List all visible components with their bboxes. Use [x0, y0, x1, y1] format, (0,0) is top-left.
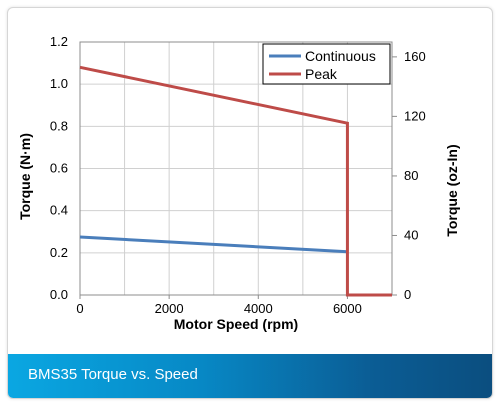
chart-caption: BMS35 Torque vs. Speed — [28, 366, 198, 383]
x-tick-label: 2000 — [155, 301, 184, 316]
torque-speed-chart: 0 2000 4000 6000 0.0 0.2 0.4 0.6 0.8 1.0 1.2 0 40 80 1… — [17, 34, 460, 332]
legend-box — [262, 43, 391, 85]
chart-card: 0 2000 4000 6000 0.0 0.2 0.4 0.6 0.8 1.0 1.2 0 40 80 1… — [7, 7, 493, 399]
y-tick-label: 0.0 — [50, 287, 68, 302]
y2-tick-label: 40 — [404, 227, 418, 242]
series-continuous-line — [79, 235, 348, 254]
y-tick-label: 0.2 — [50, 245, 68, 260]
caption-bar: BMS35 Torque vs. Speed — [8, 354, 492, 398]
legend: Continuous Peak — [262, 43, 391, 85]
y-tick-label: 0.4 — [50, 203, 68, 218]
y2-tick-label: 0 — [404, 287, 411, 302]
y2-axis-label: Torque (oz-In) — [444, 144, 460, 236]
x-tick-label: 0 — [76, 301, 83, 316]
y-tick-label: 0.8 — [50, 118, 68, 133]
x-tick-label: 6000 — [333, 301, 362, 316]
y-tick-label: 1.2 — [50, 34, 68, 49]
axis-ticks: 0 2000 4000 6000 0.0 0.2 0.4 0.6 0.8 1.0 1.2 0 40 80 1… — [50, 34, 426, 316]
y-tick-label: 1.0 — [50, 76, 68, 91]
x-tick-label: 4000 — [244, 301, 273, 316]
x-axis-label: Motor Speed (rpm) — [174, 316, 298, 332]
series-peak-line — [79, 65, 392, 297]
y-axis-label: Torque (N·m) — [17, 133, 33, 220]
plot-area — [79, 41, 393, 296]
y2-tick-label: 120 — [404, 108, 426, 123]
legend-label-peak: Peak — [305, 66, 338, 82]
series-lines — [79, 65, 392, 297]
legend-label-continuous: Continuous — [305, 48, 376, 64]
y-tick-label: 0.6 — [50, 161, 68, 176]
y2-tick-label: 160 — [404, 49, 426, 64]
y2-tick-label: 80 — [404, 168, 418, 183]
